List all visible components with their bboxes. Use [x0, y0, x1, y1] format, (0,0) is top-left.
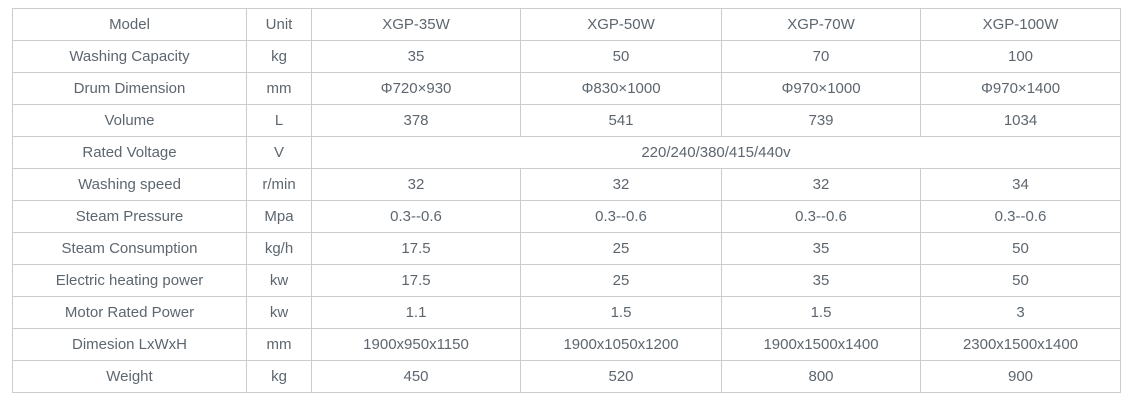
value-cell: 32 [520, 168, 722, 201]
value-cell: 1900x1050x1200 [520, 328, 722, 361]
unit-cell: kw [246, 264, 312, 297]
unit-header-cell: Unit [246, 8, 312, 41]
value-cell: 100 [920, 40, 1121, 73]
value-cell: 35 [721, 264, 921, 297]
value-cell: 17.5 [311, 232, 521, 265]
unit-cell: kg/h [246, 232, 312, 265]
row-label-cell: Drum Dimension [12, 72, 247, 105]
value-cell: 520 [520, 360, 722, 393]
value-cell: 0.3--0.6 [520, 200, 722, 233]
row-label-cell: Rated Voltage [12, 136, 247, 169]
value-cell: 25 [520, 232, 722, 265]
table-row: Rated Voltage V 220/240/380/415/440v [12, 136, 1121, 169]
row-label-cell: Weight [12, 360, 247, 393]
value-cell: 0.3--0.6 [920, 200, 1121, 233]
value-cell: 1.1 [311, 296, 521, 329]
value-cell: 50 [920, 264, 1121, 297]
row-label-cell: Motor Rated Power [12, 296, 247, 329]
unit-cell: kg [246, 40, 312, 73]
column-header-cell: XGP-70W [721, 8, 921, 41]
value-cell: 0.3--0.6 [721, 200, 921, 233]
model-header-cell: Model [12, 8, 247, 41]
merged-value-cell: 220/240/380/415/440v [311, 136, 1121, 169]
value-cell: 378 [311, 104, 521, 137]
row-label-cell: Washing Capacity [12, 40, 247, 73]
row-label-cell: Steam Consumption [12, 232, 247, 265]
table-row: Weight kg 450 520 800 900 [12, 360, 1121, 393]
row-label-cell: Electric heating power [12, 264, 247, 297]
value-cell: 50 [920, 232, 1121, 265]
value-cell: 450 [311, 360, 521, 393]
value-cell: 1034 [920, 104, 1121, 137]
value-cell: 34 [920, 168, 1121, 201]
unit-cell: mm [246, 328, 312, 361]
value-cell: 541 [520, 104, 722, 137]
value-cell: 32 [311, 168, 521, 201]
table-row: Steam Pressure Mpa 0.3--0.6 0.3--0.6 0.3--0.… [12, 200, 1121, 233]
unit-cell: kg [246, 360, 312, 393]
value-cell: 739 [721, 104, 921, 137]
value-cell: 25 [520, 264, 722, 297]
value-cell: 0.3--0.6 [311, 200, 521, 233]
value-cell: 17.5 [311, 264, 521, 297]
value-cell: Φ970×1000 [721, 72, 921, 105]
value-cell: 800 [721, 360, 921, 393]
unit-cell: V [246, 136, 312, 169]
header-row: Model Unit XGP-35W XGP-50W XGP-70W XGP-100W [12, 8, 1121, 41]
value-cell: 32 [721, 168, 921, 201]
table-row: Washing speed r/min 32 32 32 34 [12, 168, 1121, 201]
value-cell: Φ720×930 [311, 72, 521, 105]
value-cell: 50 [520, 40, 722, 73]
row-label-cell: Steam Pressure [12, 200, 247, 233]
value-cell: 1.5 [520, 296, 722, 329]
table-row: Volume L 378 541 739 1034 [12, 104, 1121, 137]
spec-table-container: Model Unit XGP-35W XGP-50W XGP-70W XGP-100W W… [12, 8, 1121, 393]
unit-cell: kw [246, 296, 312, 329]
value-cell: 70 [721, 40, 921, 73]
table-row: Electric heating power kw 17.5 25 35 50 [12, 264, 1121, 297]
value-cell: Φ830×1000 [520, 72, 722, 105]
column-header-cell: XGP-100W [920, 8, 1121, 41]
row-label-cell: Volume [12, 104, 247, 137]
value-cell: 2300x1500x1400 [920, 328, 1121, 361]
table-row: Steam Consumption kg/h 17.5 25 35 50 [12, 232, 1121, 265]
unit-cell: L [246, 104, 312, 137]
unit-cell: r/min [246, 168, 312, 201]
table-row: Drum Dimension mm Φ720×930 Φ830×1000 Φ970×10… [12, 72, 1121, 105]
table-row: Dimesion LxWxH mm 1900x950x1150 1900x1050x1… [12, 328, 1121, 361]
table-row: Washing Capacity kg 35 50 70 100 [12, 40, 1121, 73]
value-cell: 1900x950x1150 [311, 328, 521, 361]
unit-cell: Mpa [246, 200, 312, 233]
spec-table: Model Unit XGP-35W XGP-50W XGP-70W XGP-100W W… [12, 8, 1121, 393]
column-header-cell: XGP-35W [311, 8, 521, 41]
column-header-cell: XGP-50W [520, 8, 722, 41]
value-cell: 35 [311, 40, 521, 73]
value-cell: 1.5 [721, 296, 921, 329]
table-row: Motor Rated Power kw 1.1 1.5 1.5 3 [12, 296, 1121, 329]
spec-table-body: Washing Capacity kg 35 50 70 100 Drum Dimensio… [12, 40, 1121, 393]
value-cell: 3 [920, 296, 1121, 329]
value-cell: Φ970×1400 [920, 72, 1121, 105]
row-label-cell: Dimesion LxWxH [12, 328, 247, 361]
row-label-cell: Washing speed [12, 168, 247, 201]
value-cell: 900 [920, 360, 1121, 393]
value-cell: 35 [721, 232, 921, 265]
unit-cell: mm [246, 72, 312, 105]
value-cell: 1900x1500x1400 [721, 328, 921, 361]
